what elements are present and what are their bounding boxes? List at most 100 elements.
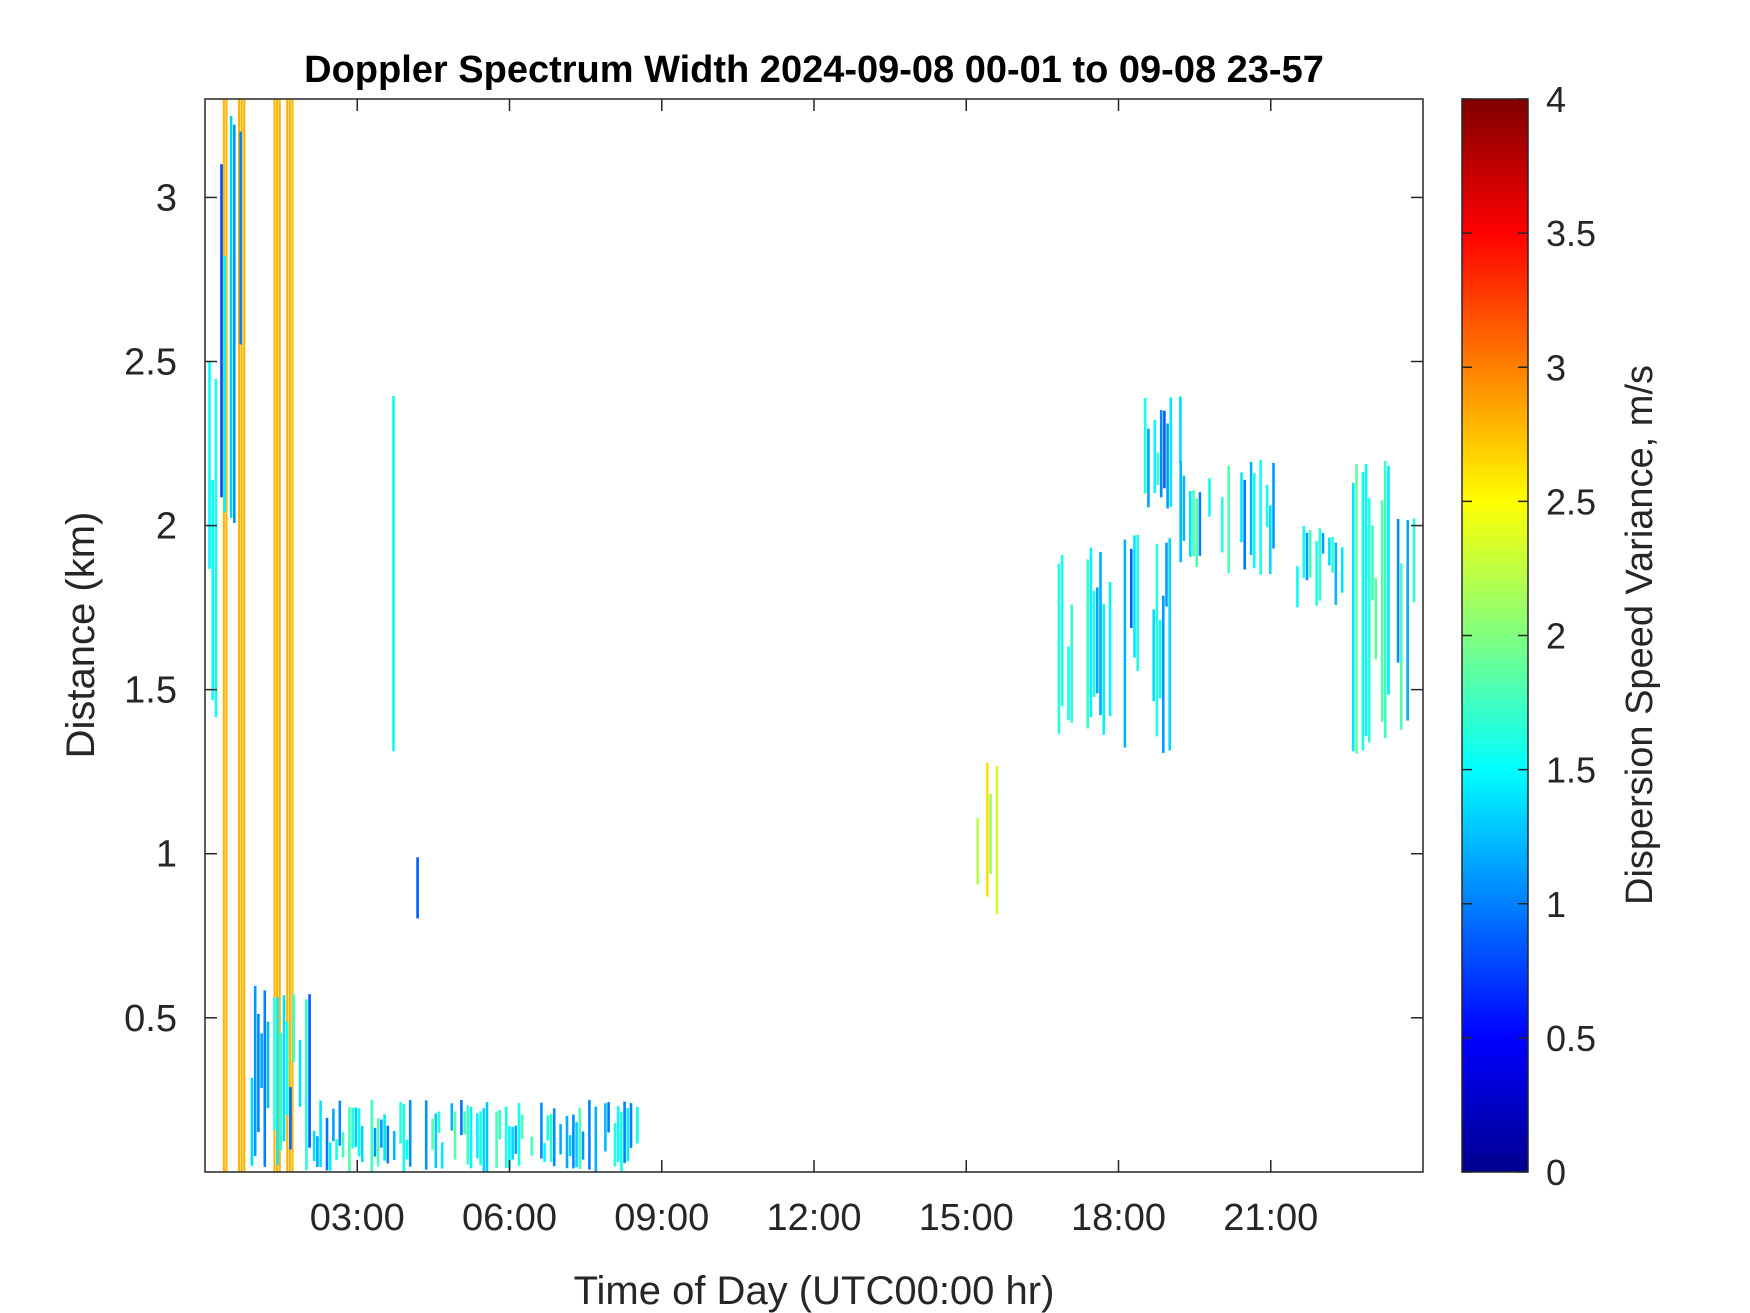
y-axis-ticks: 0.5 1 1.5 2 2.5 3 [124,177,1423,1040]
heatmap-cell [305,999,308,1171]
heatmap-region [208,362,218,718]
heatmap-layer [208,99,1416,1172]
heatmap-cell [476,1113,479,1159]
heatmap-cell [222,99,225,1172]
heatmap-cell [1143,397,1147,494]
heatmap-region [222,99,228,1172]
heatmap-cell [289,1087,292,1150]
heatmap-cell [1364,464,1368,737]
heatmap-cell [338,1100,342,1146]
heatmap-cell [1102,604,1105,735]
heatmap-region [1057,547,1112,735]
chart-title: Doppler Spectrum Width 2024-09-08 00-01 … [304,49,1324,91]
heatmap-cell [1096,587,1099,694]
heatmap-cell [1130,548,1133,628]
heatmap-region [273,99,281,1172]
heatmap-cell [517,1103,521,1166]
heatmap-cell [1253,473,1256,569]
heatmap-cell [1221,497,1224,553]
y-tick-label: 2 [156,506,177,548]
y-axis-label: Distance (km) [59,512,103,759]
heatmap-region [416,857,419,919]
heatmap-cell [1302,526,1306,578]
heatmap-region [1352,461,1416,754]
heatmap-cell [263,990,267,1167]
heatmap-region [1123,534,1171,753]
heatmap-cell [373,1127,377,1157]
heatmap-region [1179,460,1275,575]
heatmap-cell [508,1126,511,1169]
heatmap-cell [273,997,276,1131]
heatmap-cell [482,1108,486,1172]
heatmap-cell [1240,472,1243,543]
heatmap-cell [1123,539,1127,748]
heatmap-cell [1179,461,1182,563]
heatmap-cell [588,1099,591,1170]
colorbar-tick-label: 0 [1546,1152,1566,1193]
heatmap-cell [225,99,228,1172]
heatmap-cell [594,1106,598,1172]
heatmap-cell [1308,530,1312,578]
heatmap-cell [1152,609,1155,702]
heatmap-cell [416,857,419,919]
heatmap-cell [1179,396,1182,463]
heatmap-cell [568,1135,572,1157]
heatmap-cell [1198,492,1202,556]
heatmap-cell [514,1125,518,1154]
heatmap-cell [1374,578,1377,660]
heatmap-cell [285,1021,289,1115]
heatmap-cell [1259,460,1262,575]
colorbar: 0 0.5 1 1.5 2 2.5 3 3.5 4 Dispersion Speed Varia… [1461,79,1661,1193]
heatmap-cell [520,1114,524,1139]
heatmap-cell [463,1111,466,1135]
colorbar-label: Dispersion Speed Variance, m/s [1619,365,1661,905]
heatmap-cell [626,1108,630,1162]
x-tick-label: 18:00 [1071,1197,1166,1239]
heatmap-region [220,115,242,523]
heatmap-cell [220,164,223,498]
heatmap-cell [424,1100,428,1170]
colorbar-tick-label: 2.5 [1546,481,1596,522]
heatmap-cell [572,1114,575,1169]
heatmap-cell [578,1108,582,1169]
heatmap-cell [504,1106,508,1169]
heatmap-cell [616,1106,620,1163]
heatmap-cell [1243,479,1246,570]
heatmap-cell [243,99,246,1172]
heatmap-cell [380,1119,383,1148]
heatmap-cell [1265,484,1269,528]
colorbar-tick-label: 3.5 [1546,213,1596,254]
heatmap-region [312,1099,639,1172]
heatmap-cell [298,1039,302,1107]
heatmap-cell [332,1108,335,1142]
x-tick-label: 03:00 [310,1197,405,1239]
heatmap-cell [376,1118,380,1167]
colorbar-tick-label: 2 [1546,616,1566,657]
heatmap-cell [453,1111,457,1160]
heatmap-cell [386,1125,390,1164]
heatmap-region [286,99,294,1172]
x-axis-ticks: 03:00 06:00 09:00 12:00 15:00 18:00 21:00 [310,99,1318,1239]
heatmap-cell [316,1136,319,1168]
x-tick-label: 12:00 [766,1197,861,1239]
heatmap-cell [360,1125,364,1163]
heatmap-cell [1169,397,1173,507]
heatmap-cell [1192,490,1195,557]
heatmap-cell [1156,452,1160,485]
heatmap-cell [1136,534,1139,672]
heatmap-cell [485,1102,489,1172]
heatmap-cell [1249,461,1253,556]
colorbar-tick-label: 0.5 [1546,1018,1596,1059]
heatmap-cell [1166,423,1169,509]
heatmap-cell [1153,420,1157,493]
x-axis-label: Time of Day (UTC00:00 hr) [574,1269,1055,1313]
heatmap-region [392,396,395,752]
heatmap-cell [575,1122,578,1168]
colorbar-ticks: 0 0.5 1 1.5 2 2.5 3 3.5 4 [1462,79,1596,1193]
heatmap-cell [1162,595,1165,753]
x-tick-label: 06:00 [462,1197,557,1239]
heatmap-cell [1133,535,1136,658]
heatmap-cell [357,1108,361,1157]
heatmap-cell [552,1108,556,1167]
heatmap-cell [279,1032,283,1151]
